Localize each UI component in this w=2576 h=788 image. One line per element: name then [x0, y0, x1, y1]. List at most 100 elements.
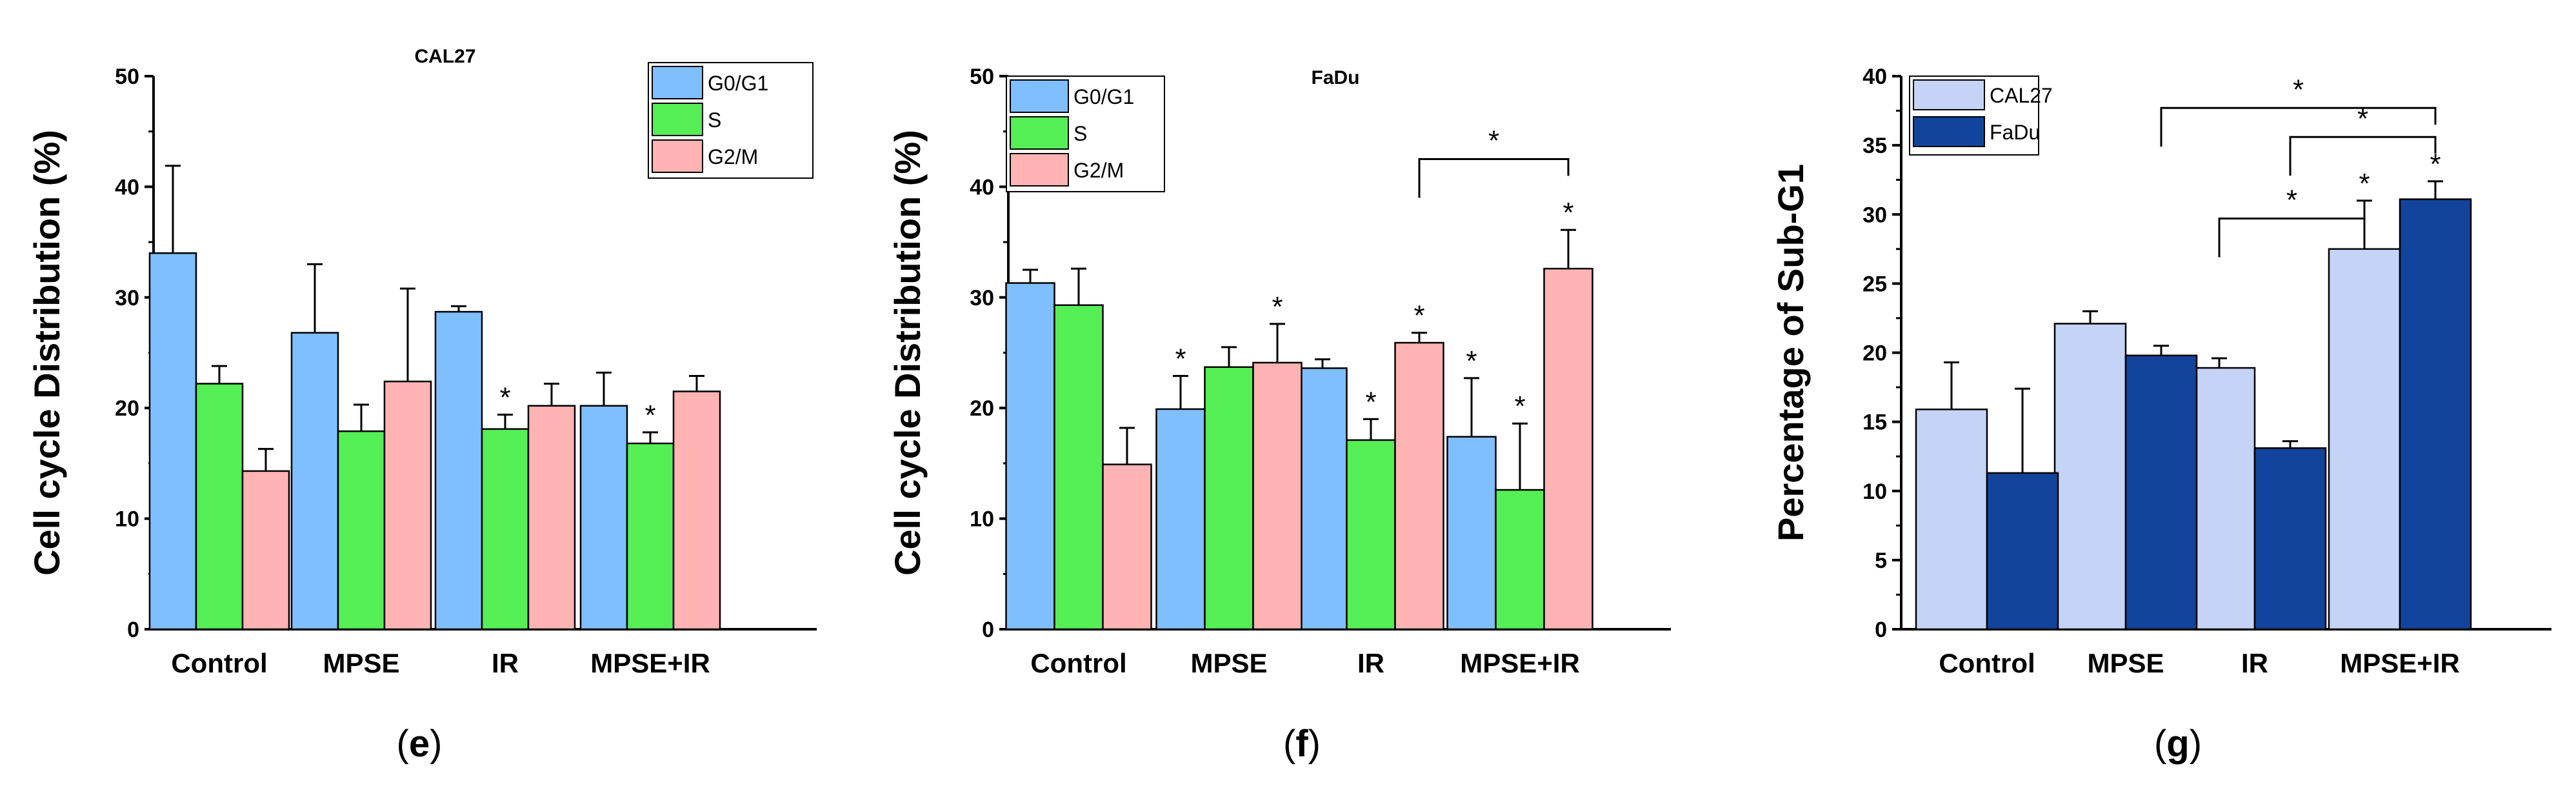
bar: [2328, 248, 2401, 631]
significance-star: *: [499, 381, 510, 413]
axes-0: 0 10 20 30 40 50 Control MPSE IR MPSE+IR: [115, 65, 817, 678]
x-category-label: Control: [171, 648, 267, 678]
x-category-label: MPSE: [2087, 648, 2164, 678]
bar: [1346, 439, 1396, 631]
y-tick-label: 30: [970, 286, 994, 310]
panel-g: (g) 0 5 10 15 20 25 30 35 40 Control MPSE IR MPSE+IR…: [1770, 65, 2551, 765]
comparison-bracket: [2289, 136, 2437, 176]
legend-swatch: [1913, 116, 1985, 147]
bracket-star: *: [1488, 125, 1499, 157]
bar: [626, 442, 675, 631]
x-category-label: IR: [492, 648, 519, 678]
significance-star: *: [1563, 197, 1573, 228]
y-tick-label: 35: [1862, 134, 1887, 158]
legend-label: G0/G1: [708, 72, 768, 95]
bar: [1495, 489, 1545, 631]
legend-label: FaDu: [1990, 121, 2040, 144]
y-tick-label: 15: [1862, 410, 1887, 435]
chart-title-e: CAL27: [414, 46, 475, 67]
chart-title-f: FaDu: [1312, 67, 1360, 88]
y-tick-label: 10: [970, 507, 994, 532]
panel-f: FaDu (f) 0 10 20 30 40 50 Control MPSE IR MPSE+IR…: [887, 65, 1671, 765]
comparison-bracket: [2160, 106, 2437, 147]
legend-swatch: [652, 103, 703, 136]
bracket-star: *: [2286, 185, 2297, 216]
y-tick-label: 5: [1875, 549, 1887, 573]
legend-label: S: [708, 108, 721, 132]
y-tick-label: 40: [1862, 65, 1887, 89]
x-category-label: MPSE+IR: [1460, 648, 1580, 678]
y-tick-label: 0: [982, 618, 994, 642]
bar: [1155, 408, 1206, 631]
bar: [2053, 323, 2127, 631]
bar: [2399, 198, 2472, 631]
panel-e: CAL27 (e) 0 10 20 30 40 50 Control MPSE IR MPSE+I…: [26, 46, 817, 765]
bar: [1986, 472, 2059, 631]
y-tick-label: 30: [115, 286, 139, 310]
bar: [579, 405, 628, 631]
x-category-label: IR: [1357, 648, 1384, 678]
comparison-bracket: [2218, 217, 2366, 258]
legend: G0/G1 S G2/M: [648, 62, 814, 179]
significance-star: *: [644, 399, 655, 431]
bar: [527, 405, 576, 631]
y-tick-label: 20: [115, 396, 139, 421]
significance-star: *: [1175, 343, 1186, 374]
bar: [241, 470, 290, 631]
bar: [1053, 304, 1104, 631]
bar: [148, 252, 197, 631]
bar: [1102, 463, 1152, 631]
x-category-label: IR: [2241, 648, 2268, 678]
panel-label-e: (e): [397, 723, 443, 765]
bar: [195, 383, 244, 631]
bar: [337, 430, 386, 631]
y-tick-label: 20: [970, 396, 994, 421]
bar: [1204, 366, 1254, 631]
bar: [1446, 436, 1497, 631]
significance-star: *: [1413, 300, 1424, 332]
legend-label: G2/M: [1073, 159, 1124, 182]
bar: [1297, 367, 1348, 631]
legend-label: S: [1073, 122, 1087, 145]
significance-star: *: [2359, 168, 2370, 199]
legend-swatch: [1913, 79, 1985, 110]
bar: [1915, 409, 1988, 631]
legend: CAL27 FaDu: [1909, 76, 2053, 156]
significance-star: *: [1466, 345, 1477, 377]
bar: [1394, 341, 1444, 631]
legend-label: G2/M: [708, 145, 758, 168]
y-tick-label: 40: [970, 175, 994, 199]
bar: [1005, 282, 1055, 631]
comparison-bracket: [1418, 158, 1570, 198]
bracket-star: *: [2293, 74, 2304, 105]
y-tick-label: 0: [1875, 618, 1887, 642]
y-tick-label: 40: [115, 175, 139, 199]
bar: [1252, 361, 1303, 631]
bar: [290, 332, 339, 631]
x-category-label: MPSE+IR: [590, 648, 710, 678]
y-tick-label: 0: [127, 618, 139, 642]
panel-letter-e: e: [409, 723, 430, 765]
x-category-label: Control: [1030, 648, 1126, 678]
panel-label-f: (f): [1283, 723, 1321, 765]
x-category-label: Control: [1939, 648, 2035, 678]
y-tick-label: 10: [115, 507, 139, 532]
bar: [672, 390, 721, 631]
bar: [481, 428, 530, 631]
y-tick-label: 25: [1862, 272, 1887, 296]
y-tick-label: 30: [1862, 203, 1887, 227]
bracket-star: *: [2357, 103, 2368, 134]
panel-letter-g: g: [2166, 723, 2189, 765]
legend-swatch: [652, 139, 703, 173]
panel-letter-f: f: [1295, 723, 1308, 765]
bar: [2124, 354, 2198, 631]
bar: [2253, 447, 2327, 631]
y-tick-label: 50: [115, 65, 139, 89]
legend: G0/G1 S G2/M: [1006, 76, 1165, 192]
y-axis-title: Percentage of Sub-G1: [1770, 164, 1811, 541]
x-category-label: MPSE: [323, 648, 399, 678]
legend-swatch: [652, 66, 703, 99]
panel-label-g: (g): [2154, 723, 2202, 765]
significance-star: *: [1514, 390, 1525, 422]
